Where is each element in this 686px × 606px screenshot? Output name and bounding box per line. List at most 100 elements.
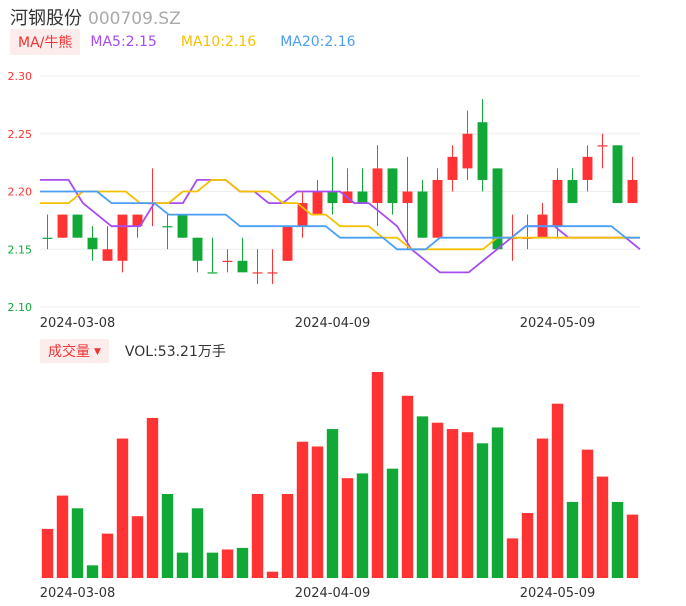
volume-bar xyxy=(416,416,429,578)
volume-x-tick-label: 2024-05-09 xyxy=(520,586,596,601)
candle-body xyxy=(207,272,218,274)
candle-body xyxy=(372,168,383,204)
volume-bar xyxy=(506,538,519,578)
caret-down-icon: ▼ xyxy=(94,347,101,357)
volume-bar xyxy=(446,429,459,578)
volume-bar xyxy=(266,571,279,578)
candle-body xyxy=(102,249,113,261)
volume-bar xyxy=(461,432,474,578)
candle-body xyxy=(87,237,98,250)
volume-bar xyxy=(251,494,264,578)
stock-name: 河钢股份 xyxy=(10,8,82,29)
volume-bar xyxy=(221,549,234,578)
candle-body xyxy=(612,145,623,204)
volume-bar xyxy=(311,446,324,578)
candle-body xyxy=(447,156,458,180)
volume-bar xyxy=(71,508,84,578)
candle-body xyxy=(567,179,578,204)
candle-body xyxy=(402,191,413,204)
volume-bar xyxy=(341,478,354,578)
volume-bar xyxy=(356,473,369,578)
candle-body xyxy=(282,226,293,261)
ma5-legend: MA5:2.15 xyxy=(90,34,157,50)
volume-bar xyxy=(476,443,489,578)
volume-bar xyxy=(56,495,69,578)
volume-bar xyxy=(296,441,309,578)
volume-value: VOL:53.21万手 xyxy=(124,344,226,360)
x-tick-label: 2024-04-09 xyxy=(295,316,371,331)
candle-body xyxy=(177,214,188,238)
y-tick-label: 2.15 xyxy=(8,243,33,256)
candle-body xyxy=(222,260,233,262)
volume-x-tick-label: 2024-03-08 xyxy=(40,586,116,601)
y-tick-label: 2.10 xyxy=(8,301,33,314)
candle-body xyxy=(477,122,488,180)
candle-body xyxy=(387,168,398,204)
volume-indicator-dropdown[interactable]: 成交量 ▼ xyxy=(40,339,109,363)
candle-body xyxy=(297,203,308,227)
volume-bar xyxy=(626,514,639,578)
y-tick-label: 2.30 xyxy=(8,70,33,83)
y-tick-label: 2.25 xyxy=(8,128,33,141)
candlestick-chart: 2.30 2.25 2.20 2.15 2.10 2024-03-08 2024-04-09… xyxy=(8,70,641,331)
volume-bar xyxy=(536,438,549,578)
candle-body xyxy=(267,272,278,274)
ma20-line xyxy=(40,190,640,251)
x-tick-label: 2024-03-08 xyxy=(40,316,116,331)
stock-code: 000709.SZ xyxy=(88,9,181,29)
stock-title: 河钢股份 000709.SZ xyxy=(10,4,181,30)
candle-body xyxy=(72,214,83,238)
candle-body xyxy=(432,179,443,238)
candle-body xyxy=(57,214,68,238)
volume-bar xyxy=(236,547,249,578)
y-tick-label: 2.20 xyxy=(8,186,33,199)
volume-bar xyxy=(176,552,189,578)
candle-body xyxy=(357,191,368,204)
volume-legend: 成交量 ▼ VOL:53.21万手 xyxy=(40,339,226,363)
candle-body xyxy=(597,145,608,147)
candle-body xyxy=(582,156,593,180)
candle-body xyxy=(627,179,638,204)
volume-x-tick-label: 2024-04-09 xyxy=(295,586,371,601)
x-tick-label: 2024-05-09 xyxy=(520,316,596,331)
ma-toggle-button[interactable]: MA/牛熊 xyxy=(10,29,81,55)
volume-bar xyxy=(386,468,399,578)
volume-bar xyxy=(611,501,624,578)
volume-bar xyxy=(371,372,384,578)
candle-body xyxy=(327,191,338,204)
volume-indicator-label: 成交量 xyxy=(48,344,90,360)
ma10-line xyxy=(40,178,640,251)
candle-body xyxy=(492,168,503,250)
candle-body xyxy=(462,133,473,169)
volume-bar xyxy=(401,395,414,578)
volume-bar xyxy=(86,565,99,578)
candle-body xyxy=(132,214,143,227)
volume-bar xyxy=(491,427,504,578)
volume-bar xyxy=(566,501,579,578)
candle-body xyxy=(162,226,173,228)
volume-bar xyxy=(326,429,339,578)
ma20-legend: MA20:2.16 xyxy=(280,34,356,50)
ma10-legend: MA10:2.16 xyxy=(180,34,257,50)
volume-bar xyxy=(551,403,564,578)
volume-bar xyxy=(206,552,219,578)
candle-body xyxy=(192,237,203,261)
volume-bar xyxy=(281,494,294,578)
volume-bar xyxy=(161,494,174,578)
volume-bar xyxy=(116,438,129,578)
candle-body xyxy=(117,214,128,261)
ma-legend: MA/牛熊 MA5:2.15 MA10:2.16 MA20:2.16 xyxy=(10,29,380,55)
volume-bar xyxy=(431,422,444,578)
volume-bar xyxy=(521,513,534,578)
volume-bar xyxy=(581,449,594,578)
volume-bar xyxy=(131,516,144,578)
candle-body xyxy=(552,179,563,227)
candle-body xyxy=(42,237,53,239)
volume-bar xyxy=(191,508,204,578)
volume-bar xyxy=(146,417,159,578)
candle-body xyxy=(417,191,428,238)
volume-bar xyxy=(41,528,54,578)
candle-body xyxy=(252,272,263,274)
volume-bar xyxy=(596,476,609,578)
candle-body xyxy=(312,191,323,215)
